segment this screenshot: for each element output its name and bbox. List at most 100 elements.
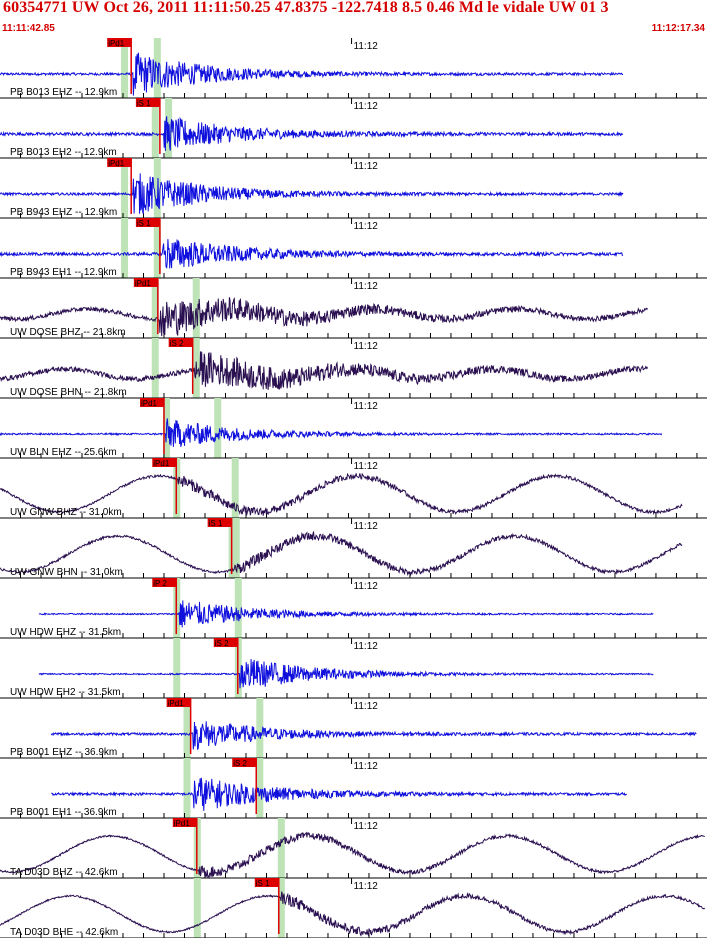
station-label: PB B013 EH2 -- 12.9km — [10, 147, 117, 158]
pick-label-box — [166, 698, 191, 707]
pick-label-box — [213, 638, 238, 647]
minute-label: 11:12 — [354, 881, 379, 892]
minute-label: 11:12 — [354, 281, 379, 292]
pick-label-box — [172, 818, 197, 827]
pick-label: iPd1 — [141, 399, 158, 408]
pick-label: iS 2 — [233, 759, 247, 768]
window-end-time: 11:12:17.34 — [651, 23, 705, 34]
station-label: UW HDW EHZ -- 31.5km — [10, 627, 121, 638]
phase-window — [231, 458, 239, 518]
phase-window — [256, 698, 264, 758]
waveform-trace — [51, 777, 628, 811]
minute-label: 11:12 — [354, 401, 379, 412]
phase-window — [121, 38, 129, 98]
phase-window — [277, 878, 285, 938]
station-label: PB B013 EHZ -- 12.9km — [10, 87, 117, 98]
waveform-trace — [0, 173, 624, 215]
pick-label: iS 1 — [209, 519, 223, 528]
event-title: 60354771 UW Oct 26, 2011 11:11:50.25 47.… — [3, 0, 609, 16]
station-label: UW GNW BHN -- 31.0km — [10, 567, 123, 578]
pick-label: iPd1 — [135, 279, 152, 288]
station-label: UW GNW BHZ -- 31.0km — [10, 507, 122, 518]
pick-label: iPd1 — [174, 819, 191, 828]
pick-label-box — [254, 878, 279, 887]
waveform-trace — [0, 297, 649, 337]
pick-label: iPd1 — [168, 699, 185, 708]
pick-label: iS 1 — [137, 99, 151, 108]
waveform-trace — [0, 351, 649, 391]
phase-window — [173, 638, 181, 698]
phase-window — [121, 218, 129, 278]
pick-label: iS 1 — [256, 879, 270, 888]
pick-label-box — [107, 38, 132, 47]
minute-label: 11:12 — [354, 581, 379, 592]
minute-label: 11:12 — [354, 521, 379, 532]
phase-window — [214, 398, 222, 458]
pick-label: iPd1 — [108, 39, 125, 48]
station-label: PB B001 EHZ -- 36.9km — [10, 747, 117, 758]
phase-window — [232, 518, 240, 578]
window-start-time: 11:11:42.85 — [2, 23, 55, 34]
waveform-trace — [38, 600, 654, 628]
station-label: PB B943 EH1 -- 12.9km — [10, 267, 117, 278]
pick-label: iPd1 — [108, 159, 125, 168]
seismogram-panel[interactable]: 11:12 iPd1 PB B013 EHZ -- 12.9km 11:12 iS 1 P… — [0, 38, 707, 938]
waveform-trace — [0, 116, 624, 152]
pick-label: iS 1 — [137, 219, 151, 228]
pick-label-box — [152, 578, 177, 587]
minute-label: 11:12 — [354, 761, 379, 772]
pick-label-box — [168, 338, 193, 347]
minute-label: 11:12 — [354, 461, 379, 472]
waveform-trace — [0, 831, 705, 879]
minute-label: 11:12 — [354, 221, 379, 232]
phase-window — [183, 758, 191, 818]
phase-window — [277, 818, 285, 878]
waveform-trace — [50, 721, 697, 751]
pick-label: iS 2 — [170, 339, 184, 348]
pick-label: iPd1 — [153, 459, 170, 468]
station-label: TA D03D BHZ -- 42.6km — [10, 867, 118, 878]
pick-label-box — [139, 398, 164, 407]
pick-label-box — [107, 158, 132, 167]
pick-label-box — [133, 278, 158, 287]
phase-window — [151, 338, 159, 398]
station-label: UW HDW EH2 -- 31.5km — [10, 687, 121, 698]
minute-label: 11:12 — [354, 101, 379, 112]
waveform-trace — [38, 659, 654, 689]
pick-label: iP 2 — [153, 579, 167, 588]
phase-window — [151, 278, 159, 338]
phase-window — [256, 758, 264, 818]
pick-label-box — [207, 518, 232, 527]
pick-label-box — [135, 98, 160, 107]
phase-window — [192, 278, 200, 338]
phase-window — [183, 698, 191, 758]
phase-window — [121, 158, 129, 218]
minute-label: 11:12 — [354, 41, 379, 52]
minute-label: 11:12 — [354, 821, 379, 832]
minute-label: 11:12 — [354, 161, 379, 172]
station-label: UW DOSE BHZ -- 21.8km — [10, 327, 126, 338]
phase-window — [151, 98, 159, 158]
minute-label: 11:12 — [354, 341, 379, 352]
waveform-trace — [0, 52, 624, 96]
pick-label-box — [135, 218, 160, 227]
waveform-trace — [0, 418, 663, 447]
header: 60354771 UW Oct 26, 2011 11:11:50.25 47.… — [0, 0, 707, 40]
waveform-trace — [0, 472, 683, 516]
station-label: TA D03D BHE -- 42.6km — [10, 927, 118, 938]
station-label: UW DOSE BHN -- 21.8km — [10, 387, 127, 398]
minute-label: 11:12 — [354, 701, 379, 712]
waveform-trace — [0, 239, 624, 269]
pick-label-box — [232, 758, 257, 767]
pick-label: iS 2 — [215, 639, 229, 648]
phase-window — [234, 578, 242, 638]
station-label: UW BLN EHZ -- 25.6km — [10, 447, 117, 458]
phase-window — [193, 878, 201, 938]
waveform-trace — [0, 530, 683, 577]
station-label: PB B943 EHZ -- 12.9km — [10, 207, 117, 218]
minute-label: 11:12 — [354, 641, 379, 652]
station-label: PB B001 EH1 -- 36.9km — [10, 807, 117, 818]
phase-window — [153, 218, 161, 278]
waveform-trace — [0, 891, 706, 938]
pick-label-box — [152, 458, 177, 467]
